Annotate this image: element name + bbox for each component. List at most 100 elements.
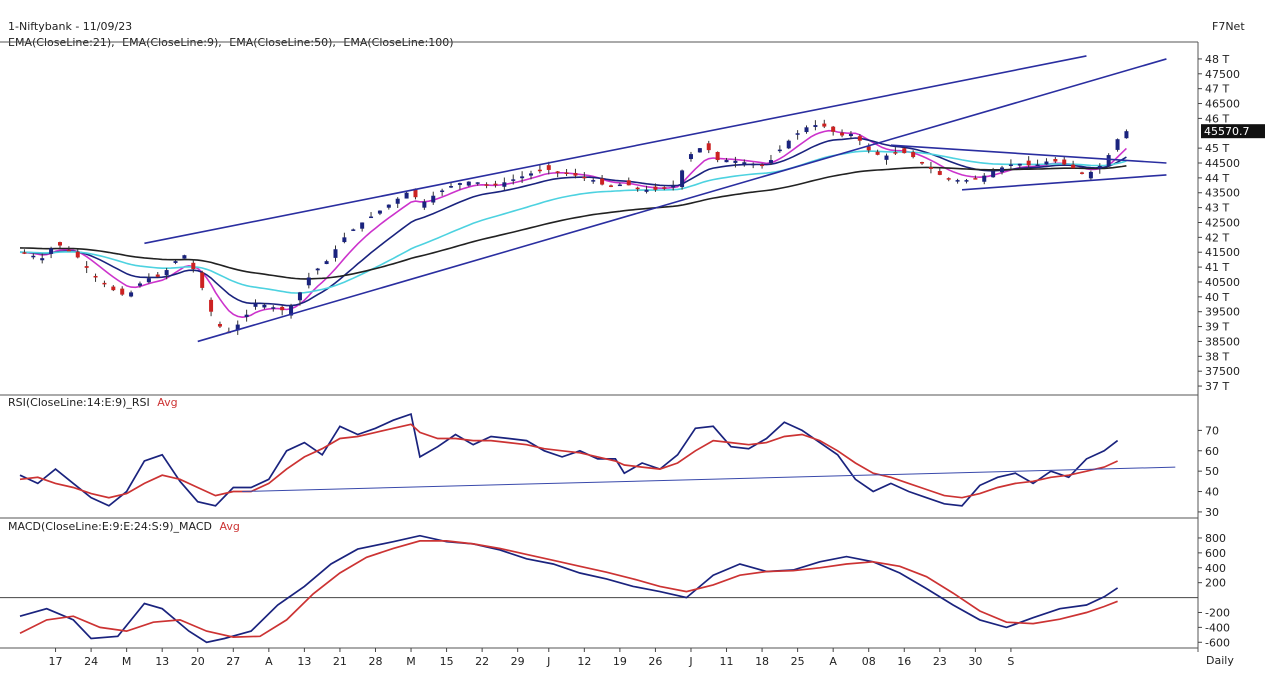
candle-body [875,151,880,155]
candle-body [129,292,134,297]
candle-body [511,179,516,181]
x-tick-label: 11 [720,655,734,668]
macd-tick-label: 400 [1205,562,1226,575]
candle-body [1097,165,1102,169]
macd-tick-label: 800 [1205,532,1226,545]
candle-body [102,282,107,285]
price-tick-label: 41500 [1205,246,1240,259]
ema-line-100 [19,165,1127,280]
x-tick-label: 13 [155,655,169,668]
candle-body [395,198,400,204]
candle-body [520,176,525,179]
price-panel [19,55,1167,343]
candle-body [1062,159,1067,165]
candle-body [49,248,54,254]
candle-body [1008,164,1013,166]
candle-body [955,180,960,182]
candle-body [315,268,320,271]
candle-body [280,306,285,311]
trendline-triangle-lower [961,174,1167,191]
x-tick-label: M [406,655,416,668]
price-tick-label: 46 T [1205,112,1229,125]
price-tick-label: 41 T [1205,261,1229,274]
candle-body [182,255,187,259]
macd-tick-label: -200 [1205,606,1230,619]
price-tick-label: 42500 [1205,216,1240,229]
candle-body [1071,164,1076,169]
candle-body [537,169,542,172]
candle-body [715,151,720,161]
candle-body [991,171,996,178]
price-tick-label: 39 T [1205,321,1229,334]
candle-body [413,188,418,198]
macd-tick-label: 200 [1205,577,1226,590]
rsi-tick-label: 50 [1205,465,1219,478]
price-tick-label: 48 T [1205,53,1229,66]
x-tick-label: 24 [84,655,98,668]
candle-body [466,181,471,186]
rsi-tick-label: 70 [1205,424,1219,437]
price-tick-label: 43 T [1205,202,1229,215]
candle-body [440,190,445,193]
price-tick-label: 40 T [1205,291,1229,304]
candle-body [1026,160,1031,166]
x-tick-label: 23 [933,655,947,668]
candle-body [964,180,969,182]
candle-body [973,178,978,180]
candle-body [884,155,889,160]
macd-avg-label: Avg [220,520,240,533]
x-tick-label: J [688,655,692,668]
candle-body [31,255,36,258]
candle-body [822,123,827,127]
candle-body [786,140,791,149]
price-tick-label: 47500 [1205,68,1240,81]
candle-body [573,172,578,176]
x-tick-label: 21 [333,655,347,668]
x-tick-label: 18 [755,655,769,668]
candle-body [120,288,125,295]
candle-body [360,222,365,229]
x-tick-label: 13 [297,655,311,668]
x-tick-label: S [1007,655,1014,668]
candle-body [564,172,569,174]
candle-body [591,180,596,182]
candle-body [911,152,916,158]
price-tick-label: 43500 [1205,187,1240,200]
candle-body [209,299,214,312]
candle-body [475,182,480,184]
x-tick-label: 27 [226,655,240,668]
candle-body [173,261,178,263]
candle-body [93,275,98,278]
candle-body [928,167,933,169]
candle-body [1044,161,1049,165]
candle-body [57,242,62,246]
price-tick-label: 37500 [1205,365,1240,378]
candle-body [733,160,738,163]
x-tick-label: 17 [49,655,63,668]
candle-body [831,126,836,132]
candle-body [671,185,676,188]
x-tick-label: 19 [613,655,627,668]
candle-body [608,185,613,187]
candle-body [422,201,427,208]
candle-body [146,278,151,283]
rsi-tick-label: 30 [1205,506,1219,519]
price-tick-label: 44500 [1205,157,1240,170]
x-tick-label: M [122,655,132,668]
rsi-line-rsi-trendline [242,466,1176,492]
candle-body [1053,159,1058,162]
x-tick-label: 29 [511,655,525,668]
price-tick-label: 40500 [1205,276,1240,289]
macd-tick-label: -600 [1205,636,1230,649]
candle-body [680,170,685,188]
rsi-panel [19,412,1176,507]
rsi-tick-label: 60 [1205,445,1219,458]
candle-body [1088,171,1093,179]
candle-body [431,195,436,203]
trendline-channel-lower [197,58,1167,343]
candle-body [289,305,294,316]
candle-body [306,277,311,286]
candle-body [635,187,640,190]
candle-body [84,266,89,268]
